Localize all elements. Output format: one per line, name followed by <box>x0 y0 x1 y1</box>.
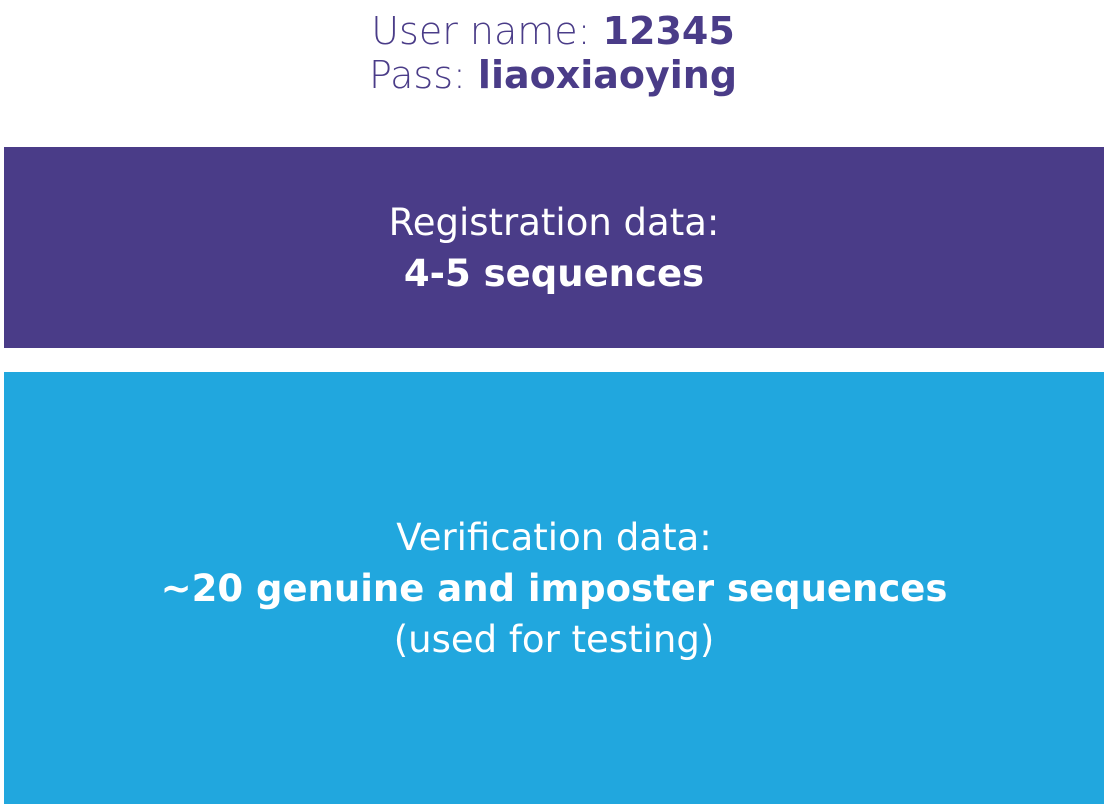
registration-detail: 4-5 sequences <box>403 251 705 295</box>
username-line: User name: 12345 <box>0 9 1106 53</box>
password-value: liaoxiaoying <box>477 53 738 97</box>
password-line: Pass: liaoxiaoying <box>0 53 1106 97</box>
verification-note: (used for testing) <box>393 617 715 661</box>
registration-title: Registration data: <box>388 200 720 244</box>
registration-data-box: Registration data: 4-5 sequences <box>4 147 1104 348</box>
verification-detail: ~20 genuine and imposter sequences <box>160 566 948 610</box>
username-value: 12345 <box>602 9 735 53</box>
credentials-block: User name: 12345 Pass: liaoxiaoying <box>0 0 1106 140</box>
verification-title: Verification data: <box>396 515 712 559</box>
username-label: User name: <box>371 9 603 53</box>
password-label: Pass: <box>368 53 478 97</box>
verification-data-box: Verification data: ~20 genuine and impos… <box>4 372 1104 804</box>
